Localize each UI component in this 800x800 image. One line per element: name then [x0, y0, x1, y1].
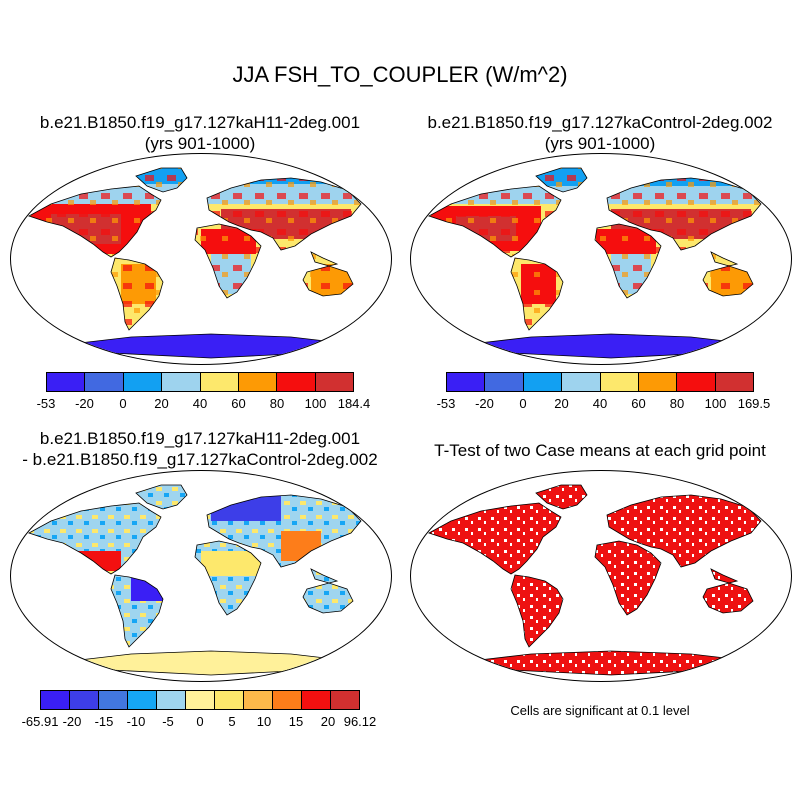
colorbar-tick-label: -20: [475, 396, 494, 411]
colorbar-tick-label: 80: [669, 396, 685, 411]
colorbar-tick-label: -53: [436, 396, 456, 411]
colorbar-swatch: [41, 691, 69, 709]
diff-colorbar-labels: -65.91 -20 -15 -10 -5 0 5 10 15 20 96.12: [22, 714, 377, 730]
colorbar-swatch: [214, 691, 243, 709]
case1-title-line1: b.e21.B1850.f19_g17.127kaH11-2deg.001: [39, 113, 361, 132]
colorbar-tick-label: 20: [554, 396, 569, 411]
colorbar-tick-label: 0: [119, 396, 127, 411]
diff-title-line1: b.e21.B1850.f19_g17.127kaH11-2deg.001: [39, 429, 361, 448]
case2-title-line2: (yrs 901-1000): [544, 134, 656, 153]
colorbar-swatch: [47, 373, 85, 391]
case1-title-line2: (yrs 901-1000): [144, 134, 256, 153]
colorbar-swatch: [199, 373, 238, 391]
colorbar-swatch: [301, 691, 330, 709]
colorbar-swatch: [314, 373, 353, 391]
colorbar-tick-label: 100: [704, 396, 727, 411]
colorbar-tick-label: -20: [62, 714, 82, 729]
colorbar-swatch: [484, 373, 523, 391]
case2-colorbar-swatches: [446, 372, 754, 392]
colorbar-tick-label: -15: [94, 714, 114, 729]
colorbar-tick-label: 5: [228, 714, 236, 729]
colorbar-swatch: [272, 691, 301, 709]
colorbar-tick-label: 40: [592, 396, 608, 411]
ttest-significance-note: Cells are significant at 0.1 level: [510, 703, 690, 718]
diff-map: [10, 470, 392, 682]
case2-colorbar-labels: -53 -20 0 20 40 60 80 100 169.5: [437, 396, 771, 412]
colorbar-swatch: [676, 373, 715, 391]
colorbar-tick-label: 96.12: [343, 714, 377, 729]
case2-map: [410, 153, 792, 365]
colorbar-swatch: [161, 373, 200, 391]
colorbar-tick-label: 10: [256, 714, 272, 729]
colorbar-tick-label: -53: [36, 396, 56, 411]
colorbar-swatch: [185, 691, 214, 709]
colorbar-swatch: [447, 373, 485, 391]
colorbar-swatch: [714, 373, 753, 391]
diff-colorbar-swatches: [40, 690, 360, 710]
colorbar-swatch: [637, 373, 677, 391]
case2-title: b.e21.B1850.f19_g17.127kaControl-2deg.00…: [415, 112, 785, 154]
case1-colorbar-labels: -53 -20 0 20 40 60 80 100 184.4: [37, 396, 371, 412]
colorbar-tick-label: 20: [154, 396, 169, 411]
case1-map: [10, 153, 392, 365]
colorbar-swatch: [237, 373, 277, 391]
colorbar-tick-label: 100: [304, 396, 327, 411]
colorbar-tick-label: -5: [162, 714, 174, 729]
colorbar-tick-label: -65.91: [21, 714, 59, 729]
colorbar-tick-label: -20: [75, 396, 94, 411]
colorbar-tick-label: 169.5: [737, 396, 771, 411]
diff-title-line2: - b.e21.B1850.f19_g17.127kaControl-2deg.…: [22, 450, 378, 469]
colorbar-swatch: [599, 373, 638, 391]
colorbar-swatch: [122, 373, 162, 391]
colorbar-tick-label: 80: [269, 396, 285, 411]
colorbar-swatch: [156, 691, 185, 709]
main-title: JJA FSH_TO_COUPLER (W/m^2): [232, 62, 568, 87]
colorbar-swatch: [127, 691, 156, 709]
colorbar-swatch: [69, 691, 98, 709]
case2-title-line1: b.e21.B1850.f19_g17.127kaControl-2deg.00…: [427, 113, 773, 132]
colorbar-tick-label: 0: [519, 396, 527, 411]
case1-colorbar-swatches: [46, 372, 354, 392]
case1-colorbar: -53 -20 0 20 40 60 80 100 184.4: [37, 372, 370, 411]
colorbar-tick-label: 15: [288, 714, 304, 729]
colorbar-tick-label: 20: [320, 714, 336, 729]
ttest-map: [410, 470, 792, 682]
colorbar-swatch: [98, 691, 127, 709]
diff-title: b.e21.B1850.f19_g17.127kaH11-2deg.001 - …: [10, 428, 390, 470]
colorbar-swatch: [84, 373, 123, 391]
colorbar-tick-label: 40: [192, 396, 208, 411]
colorbar-tick-label: 60: [631, 396, 646, 411]
colorbar-tick-label: 184.4: [337, 396, 371, 411]
colorbar-swatch: [561, 373, 600, 391]
colorbar-swatch: [243, 691, 272, 709]
colorbar-swatch: [330, 691, 359, 709]
colorbar-tick-label: 60: [231, 396, 246, 411]
colorbar-swatch: [276, 373, 315, 391]
colorbar-tick-label: 0: [196, 714, 204, 729]
case2-colorbar: -53 -20 0 20 40 60 80 100 169.5: [437, 372, 770, 411]
colorbar-tick-label: -10: [126, 714, 146, 729]
colorbar-swatch: [522, 373, 562, 391]
diff-colorbar: -65.91 -20 -15 -10 -5 0 5 10 15 20 96.12: [22, 690, 376, 729]
ttest-title: T-Test of two Case means at each grid po…: [434, 441, 766, 460]
case1-title: b.e21.B1850.f19_g17.127kaH11-2deg.001 (y…: [30, 112, 370, 154]
